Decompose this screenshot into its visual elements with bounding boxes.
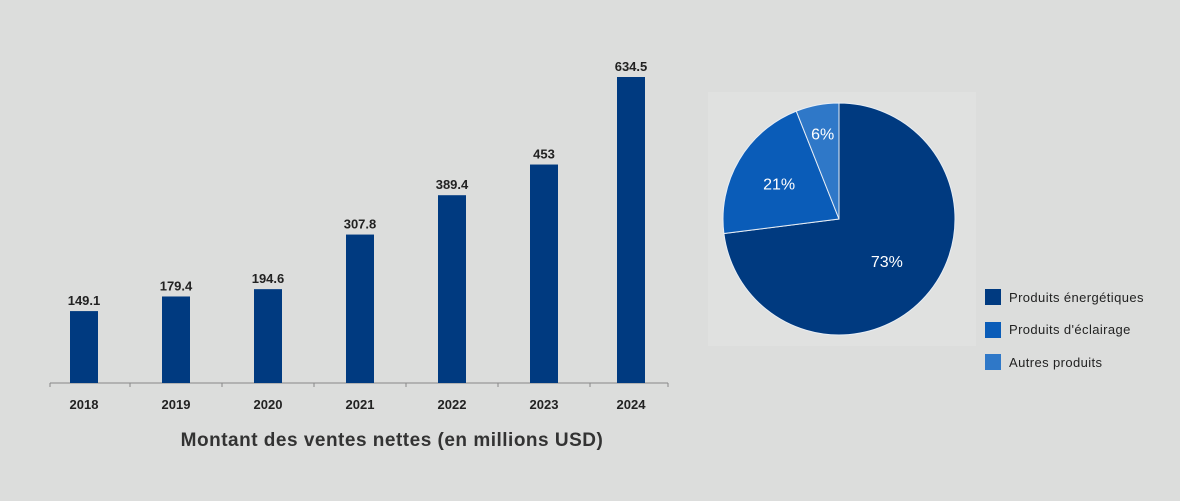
legend-item: Produits énergétiques bbox=[985, 281, 1144, 314]
x-tick-label: 2024 bbox=[617, 397, 647, 412]
bar-value-label: 149.1 bbox=[68, 293, 101, 308]
bar-2020 bbox=[254, 289, 282, 383]
x-tick-label: 2022 bbox=[438, 397, 467, 412]
legend-swatch bbox=[985, 289, 1001, 306]
bar-2023 bbox=[530, 164, 558, 383]
legend-label: Produits d'éclairage bbox=[1009, 322, 1131, 338]
pie-slice-1 bbox=[722, 110, 840, 235]
pie-value-label: 21% bbox=[763, 177, 795, 194]
pie-legend: Produits énergétiques Produits d'éclaira… bbox=[985, 281, 1144, 379]
bar-value-label: 453 bbox=[533, 147, 555, 162]
legend-item: Autres produits bbox=[985, 346, 1144, 379]
x-tick-label: 2023 bbox=[530, 397, 559, 412]
bar-2018 bbox=[70, 311, 98, 383]
bar-value-label: 307.8 bbox=[344, 217, 377, 232]
legend-label: Autres produits bbox=[1009, 354, 1103, 370]
legend-label: Produits énergétiques bbox=[1009, 289, 1144, 305]
pie-value-label: 73% bbox=[871, 254, 903, 271]
bar-value-label: 389.4 bbox=[436, 177, 469, 192]
bar-chart-xlabel: Montant des ventes nettes (en millions U… bbox=[180, 430, 604, 451]
pie-slice-2 bbox=[795, 102, 840, 220]
bar-value-label: 194.6 bbox=[252, 271, 285, 286]
bar-2021 bbox=[346, 234, 374, 383]
x-tick-label: 2021 bbox=[346, 397, 375, 412]
bar-2024 bbox=[617, 77, 645, 383]
bar-2022 bbox=[438, 195, 466, 383]
bar-value-label: 634.5 bbox=[615, 59, 648, 74]
bar-value-label: 179.4 bbox=[160, 278, 193, 293]
pie-value-label: 6% bbox=[811, 127, 834, 144]
legend-item: Produits d'éclairage bbox=[985, 314, 1144, 347]
x-tick-label: 2019 bbox=[162, 397, 191, 412]
legend-swatch bbox=[985, 321, 1001, 338]
legend-swatch bbox=[985, 354, 1001, 371]
bar-2019 bbox=[162, 296, 190, 383]
x-tick-label: 2018 bbox=[70, 397, 99, 412]
x-tick-label: 2020 bbox=[254, 397, 283, 412]
